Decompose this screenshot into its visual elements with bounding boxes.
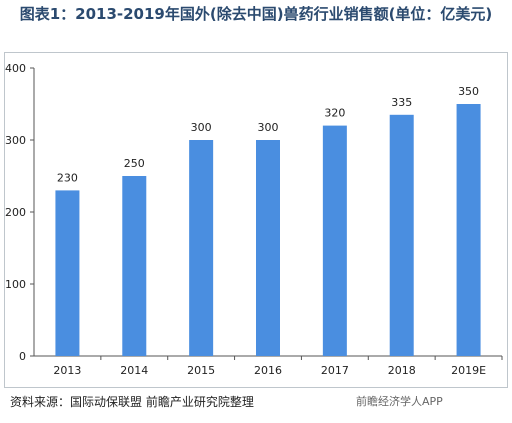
source-note: 资料来源：国际动保联盟 前瞻产业研究院整理 <box>10 395 254 409</box>
data-label: 250 <box>124 157 145 170</box>
x-tick-label: 2016 <box>254 364 282 377</box>
bar <box>322 125 347 356</box>
data-label: 350 <box>458 85 479 98</box>
bar <box>456 104 481 356</box>
y-tick-label: 400 <box>5 62 26 75</box>
watermark-text: 前瞻经济学人APP <box>356 395 443 408</box>
y-tick-label: 200 <box>5 206 26 219</box>
data-label: 335 <box>391 96 412 109</box>
y-tick-label: 100 <box>5 278 26 291</box>
bar <box>55 190 80 356</box>
x-tick-label: 2014 <box>120 364 148 377</box>
data-label: 300 <box>258 121 279 134</box>
data-label: 320 <box>324 107 345 120</box>
bar <box>389 114 414 356</box>
x-tick-label: 2015 <box>187 364 215 377</box>
y-tick-label: 300 <box>5 134 26 147</box>
x-tick-label: 2013 <box>53 364 81 377</box>
x-tick-label: 2019E <box>451 364 486 377</box>
chart-frame <box>4 52 508 388</box>
bar <box>122 176 147 356</box>
bar <box>256 140 280 356</box>
data-label: 230 <box>57 171 78 184</box>
x-tick-label: 2018 <box>388 364 416 377</box>
y-tick-label: 0 <box>19 350 26 363</box>
x-tick-label: 2017 <box>321 364 349 377</box>
bar <box>189 140 214 356</box>
chart-title: 图表1：2013-2019年国外(除去中国)兽药行业销售额(单位：亿美元) <box>19 5 493 23</box>
data-label: 300 <box>191 121 212 134</box>
